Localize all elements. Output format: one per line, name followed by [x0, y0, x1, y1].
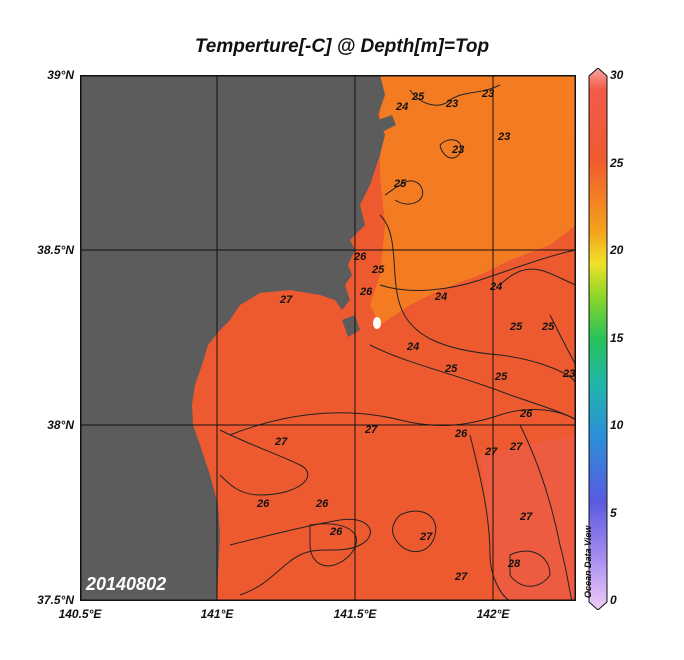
lon-label-141-5: 141.5°E: [333, 607, 377, 621]
graticule: [80, 75, 576, 601]
contour-label: 28: [507, 558, 521, 570]
contour-label: 24: [406, 341, 419, 353]
colorbar-tick-20: 20: [610, 243, 624, 257]
colorbar-tick-0: 0: [610, 593, 617, 607]
cool-water-region-2: [540, 75, 576, 145]
contour-label: 24: [434, 291, 447, 303]
contour-label: 25: [509, 321, 523, 333]
contour-label: 25: [494, 371, 508, 383]
lon-label-142: 142°E: [476, 607, 510, 621]
contour-label: 27: [454, 571, 468, 583]
contour-label: 26: [329, 526, 343, 538]
contour-lines: [219, 84, 576, 601]
contour-label: 26: [519, 408, 533, 420]
contour-label: 25: [371, 264, 385, 276]
contour-label: 27: [279, 294, 293, 306]
lat-label-39: 39°N: [47, 68, 74, 82]
contour-label: 26: [256, 498, 270, 510]
contour-label: 27: [519, 511, 533, 523]
contour-label: 25: [411, 91, 425, 103]
lat-label-38-5: 38.5°N: [37, 243, 74, 257]
contour-label: 27: [509, 441, 523, 453]
contour-label: 23: [562, 368, 575, 380]
lat-label-38: 38°N: [47, 418, 74, 432]
colorbar-tick-15: 15: [610, 331, 624, 345]
contour-label: 23: [481, 88, 494, 100]
contour-label: 27: [484, 446, 498, 458]
contour-label: 26: [359, 286, 373, 298]
temperature-map: 24 25 23 23 23 23 25 25 26 26 27 24 24 2…: [80, 75, 576, 601]
contour-label: 27: [364, 424, 378, 436]
contour-label: 26: [454, 428, 468, 440]
contour-label: 27: [274, 436, 288, 448]
colorbar-tick-5: 5: [610, 506, 617, 520]
colorbar: [588, 68, 608, 610]
date-stamp: 20140802: [86, 574, 167, 594]
contour-label: 26: [353, 251, 367, 263]
white-speck: [373, 317, 381, 329]
contour-label: 24: [395, 101, 408, 113]
colorbar-tick-10: 10: [610, 418, 624, 432]
ocean-data-view-watermark: Ocean Data View: [583, 525, 593, 598]
contour-label: 25: [541, 321, 555, 333]
contour-label: 24: [489, 281, 502, 293]
lon-label-140-5: 140.5°E: [58, 607, 102, 621]
contour-label: 23: [497, 131, 510, 143]
contour-label: 25: [444, 363, 458, 375]
lat-label-37-5: 37.5°N: [37, 593, 74, 607]
contour-label: 25: [393, 178, 407, 190]
cool-water-region: [370, 75, 576, 325]
colorbar-tick-30: 30: [610, 68, 624, 82]
lon-label-141: 141°E: [200, 607, 234, 621]
warm-water-patch: [480, 435, 576, 601]
contour-label: 26: [315, 498, 329, 510]
colorbar-tick-25: 25: [610, 156, 624, 170]
contour-label: 27: [419, 531, 433, 543]
land-mass: [80, 75, 385, 601]
contour-label: 23: [451, 144, 464, 156]
map-title: Temperture[-C] @ Depth[m]=Top: [194, 36, 490, 57]
island: [378, 115, 396, 131]
contour-label: 23: [445, 98, 458, 110]
